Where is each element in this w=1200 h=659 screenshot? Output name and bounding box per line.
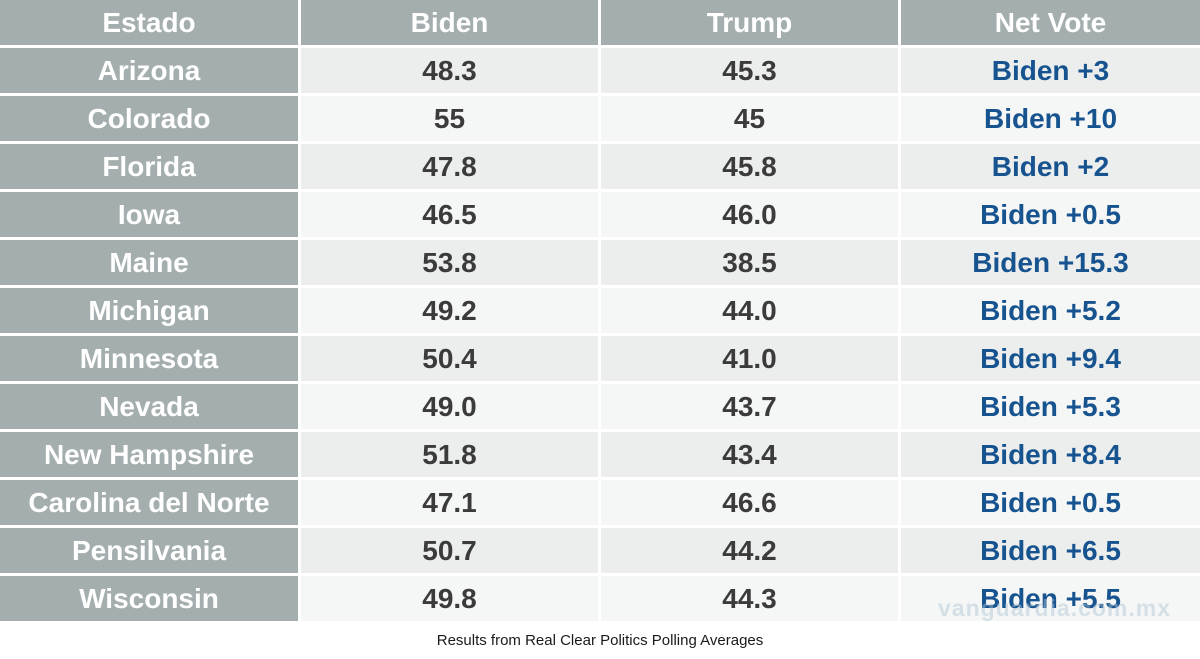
state-cell: Pensilvania: [0, 528, 298, 573]
state-cell: Maine: [0, 240, 298, 285]
biden-value-cell: 49.8: [301, 576, 598, 621]
net-vote-cell: Biden +2: [901, 144, 1200, 189]
polling-table: Estado Biden Trump Net Vote Arizona 48.3…: [0, 0, 1200, 621]
state-cell: Florida: [0, 144, 298, 189]
biden-value-cell: 51.8: [301, 432, 598, 477]
net-vote-cell: Biden +0.5: [901, 192, 1200, 237]
net-vote-cell: Biden +6.5: [901, 528, 1200, 573]
state-cell: Michigan: [0, 288, 298, 333]
state-cell: Colorado: [0, 96, 298, 141]
biden-value-cell: 46.5: [301, 192, 598, 237]
biden-value-cell: 47.1: [301, 480, 598, 525]
biden-value-cell: 48.3: [301, 48, 598, 93]
biden-value-cell: 49.0: [301, 384, 598, 429]
state-cell: Iowa: [0, 192, 298, 237]
trump-value-cell: 45.8: [601, 144, 898, 189]
trump-value-cell: 44.0: [601, 288, 898, 333]
net-vote-cell: Biden +10: [901, 96, 1200, 141]
trump-value-cell: 38.5: [601, 240, 898, 285]
net-vote-cell: Biden +9.4: [901, 336, 1200, 381]
biden-value-cell: 53.8: [301, 240, 598, 285]
column-header-net-vote: Net Vote: [901, 0, 1200, 45]
state-cell: Wisconsin: [0, 576, 298, 621]
state-cell: Arizona: [0, 48, 298, 93]
state-cell: New Hampshire: [0, 432, 298, 477]
net-vote-cell: Biden +0.5: [901, 480, 1200, 525]
trump-value-cell: 46.0: [601, 192, 898, 237]
trump-value-cell: 44.2: [601, 528, 898, 573]
net-vote-cell: Biden +5.3: [901, 384, 1200, 429]
trump-value-cell: 45: [601, 96, 898, 141]
column-header-biden: Biden: [301, 0, 598, 45]
biden-value-cell: 50.7: [301, 528, 598, 573]
state-cell: Carolina del Norte: [0, 480, 298, 525]
trump-value-cell: 44.3: [601, 576, 898, 621]
biden-value-cell: 50.4: [301, 336, 598, 381]
trump-value-cell: 46.6: [601, 480, 898, 525]
trump-value-cell: 45.3: [601, 48, 898, 93]
column-header-estado: Estado: [0, 0, 298, 45]
net-vote-cell: Biden +5.5: [901, 576, 1200, 621]
biden-value-cell: 55: [301, 96, 598, 141]
trump-value-cell: 43.7: [601, 384, 898, 429]
state-cell: Nevada: [0, 384, 298, 429]
trump-value-cell: 43.4: [601, 432, 898, 477]
column-header-trump: Trump: [601, 0, 898, 45]
net-vote-cell: Biden +8.4: [901, 432, 1200, 477]
state-cell: Minnesota: [0, 336, 298, 381]
net-vote-cell: Biden +3: [901, 48, 1200, 93]
trump-value-cell: 41.0: [601, 336, 898, 381]
biden-value-cell: 49.2: [301, 288, 598, 333]
table-caption: Results from Real Clear Politics Polling…: [0, 621, 1200, 659]
net-vote-cell: Biden +15.3: [901, 240, 1200, 285]
net-vote-cell: Biden +5.2: [901, 288, 1200, 333]
biden-value-cell: 47.8: [301, 144, 598, 189]
